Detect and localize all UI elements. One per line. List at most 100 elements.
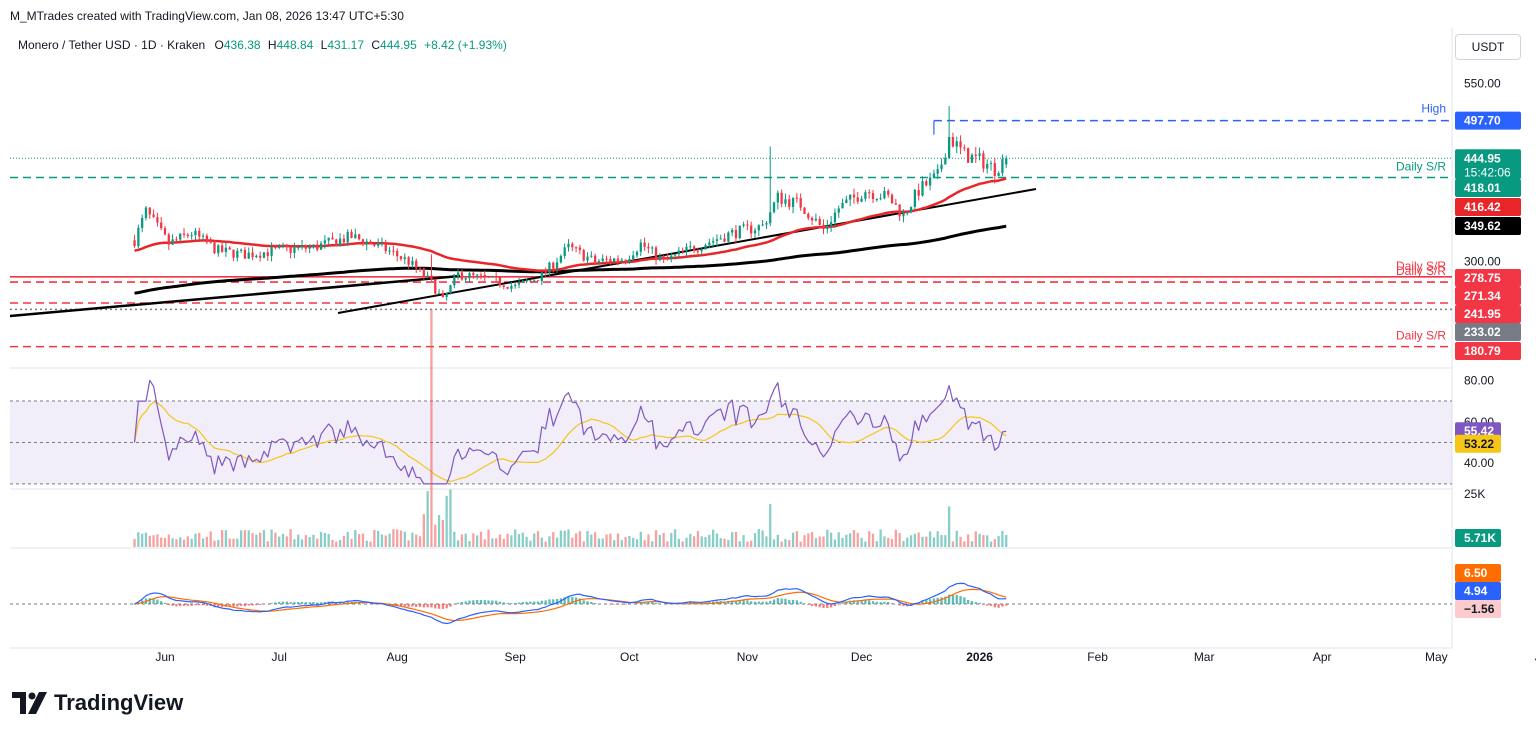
volume-bar <box>894 529 897 547</box>
macd-histogram-bar <box>567 596 570 604</box>
macd-histogram-bar <box>510 603 513 604</box>
candle-body <box>826 225 829 229</box>
candle-body <box>810 217 814 221</box>
candle-body <box>498 277 502 286</box>
macd-line <box>134 582 1007 625</box>
ema200-line <box>134 224 1007 295</box>
y-tick-label: 300.00 <box>1464 255 1501 269</box>
macd-histogram-bar <box>890 603 894 604</box>
candle-body <box>788 199 791 207</box>
volume-bar <box>970 541 974 547</box>
candle-body <box>769 212 772 224</box>
level-badge: 271.34 <box>1464 289 1501 303</box>
candle-body <box>742 224 745 226</box>
macd-histogram-bar <box>441 604 445 609</box>
candle-body <box>434 279 437 294</box>
candle-body <box>495 276 498 278</box>
open-value: 436.38 <box>223 38 261 52</box>
candle-body <box>167 234 170 245</box>
candle-body <box>913 190 917 207</box>
candle-body <box>803 207 806 214</box>
candle-body <box>217 245 220 254</box>
volume-bar <box>167 534 170 547</box>
volume-bar <box>860 537 863 547</box>
macd-histogram-bar <box>415 604 418 607</box>
macd-histogram-bar <box>871 601 875 604</box>
signal-badge-bg <box>1455 564 1501 582</box>
symbol-name[interactable]: Monero / Tether USD · 1D · Kraken <box>18 38 206 52</box>
candle-body <box>917 190 920 196</box>
volume-bar <box>190 538 193 547</box>
candle-body <box>887 190 890 195</box>
macd-histogram-bar <box>1005 604 1008 606</box>
macd-histogram-bar <box>479 599 483 604</box>
volume-bar <box>795 531 799 547</box>
volume-bar <box>361 533 365 547</box>
volume-bar <box>609 533 612 547</box>
macd-histogram-bar <box>841 603 844 604</box>
macd-histogram-bar <box>411 604 414 607</box>
volume-bar <box>555 537 559 547</box>
volume-bar <box>380 534 384 547</box>
candle-body <box>316 244 319 250</box>
tradingview-logo[interactable]: TradingView <box>12 690 183 716</box>
candle-body <box>338 238 342 246</box>
candle-body <box>262 252 266 258</box>
macd-histogram-bar <box>163 602 167 604</box>
macd-histogram-bar <box>270 603 273 604</box>
macd-histogram-bar <box>769 600 772 604</box>
candle-body <box>555 262 559 269</box>
level-badge-bg <box>1455 217 1521 235</box>
macd-histogram-bar <box>232 604 235 608</box>
candle-body <box>849 194 852 200</box>
volume-bar <box>928 531 932 547</box>
volume-bar <box>822 536 825 547</box>
candle-body <box>925 181 928 186</box>
candle-body <box>784 199 787 204</box>
last-price-badge: 444.95 <box>1464 151 1501 165</box>
volume-bar <box>616 533 620 547</box>
volume-bar <box>487 529 490 547</box>
volume-bar <box>833 539 837 547</box>
candle-body <box>586 256 589 261</box>
tradingview-wordmark: TradingView <box>54 690 184 715</box>
macd-histogram-bar <box>860 600 863 604</box>
volume-bar <box>266 541 269 547</box>
level-badge: 349.62 <box>1464 219 1501 233</box>
candle-body <box>552 262 555 269</box>
volume-bar <box>837 532 840 547</box>
macd-histogram-bar <box>449 604 452 607</box>
macd-histogram-bar <box>734 601 738 604</box>
volume-bar <box>769 503 772 547</box>
x-tick-label: Apr <box>1313 650 1332 664</box>
candle-body <box>928 177 932 186</box>
macd-histogram-bar <box>285 601 288 604</box>
macd-histogram-bar <box>822 604 825 609</box>
candle-body <box>491 276 494 278</box>
volume-bar <box>354 529 357 547</box>
candle-body <box>651 247 654 249</box>
currency-button[interactable]: USDT <box>1455 34 1521 60</box>
macd-histogram-bar <box>464 601 467 604</box>
volume-bar <box>544 541 547 547</box>
candle-body <box>152 214 155 218</box>
macd-histogram-bar <box>498 601 502 604</box>
candle-body <box>986 163 989 169</box>
volume-bar <box>578 531 582 547</box>
candle-body <box>144 207 148 218</box>
candle-body <box>597 260 601 263</box>
macd-histogram-bar <box>460 602 464 604</box>
macd-histogram-bar <box>548 599 551 604</box>
price-chart[interactable]: Jun Jul Aug Sep Oct Nov Dec 2026 Feb Mar Apr May Jun… <box>0 0 1536 680</box>
macd-histogram-bar <box>198 604 201 606</box>
volume-bar <box>868 531 871 547</box>
macd-histogram-bar <box>829 604 833 608</box>
volume-bar <box>700 536 703 547</box>
macd-histogram-bar <box>300 601 304 604</box>
candle-body <box>304 245 307 249</box>
candle-body <box>179 233 182 240</box>
volume-bar <box>460 534 464 547</box>
macd-histogram-bar <box>609 604 612 605</box>
volume-bar <box>179 537 182 547</box>
macd-histogram-bar <box>833 604 837 606</box>
